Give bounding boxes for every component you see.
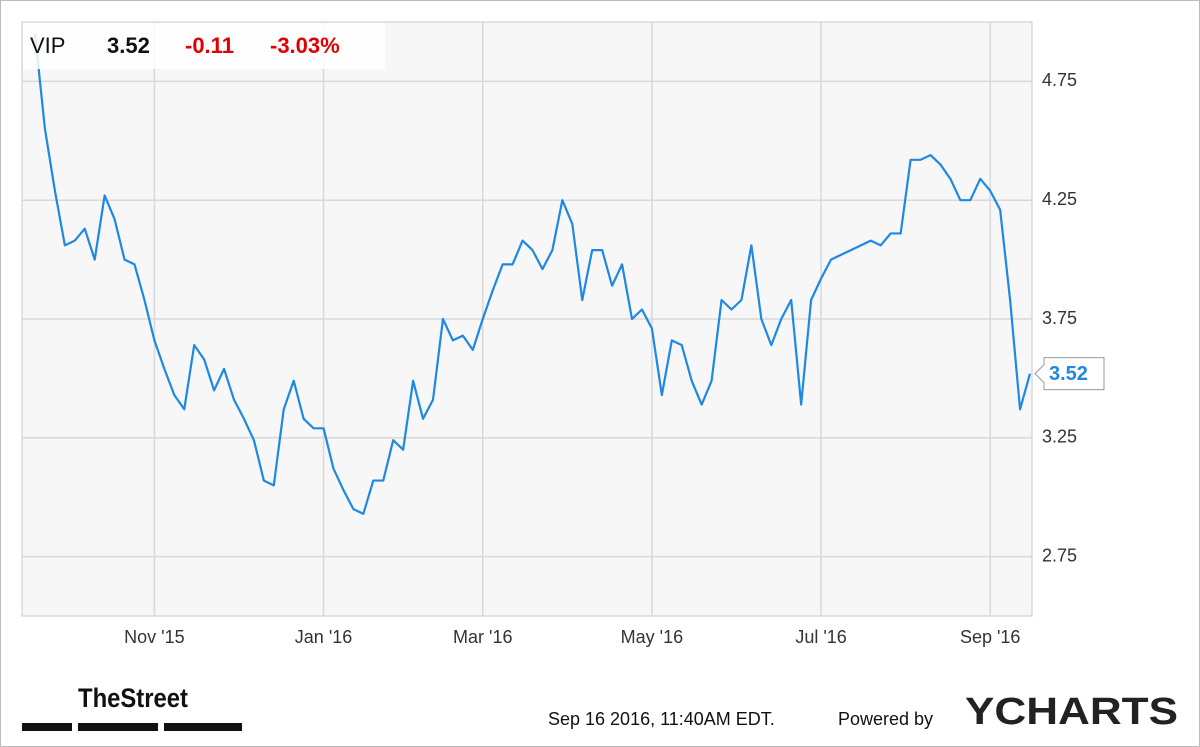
change: -0.11 xyxy=(185,33,234,58)
timestamp: Sep 16 2016, 11:40AM EDT. xyxy=(548,709,775,729)
logo-bar xyxy=(164,723,242,731)
series xyxy=(33,33,1032,515)
y-tick-label: 3.25 xyxy=(1042,427,1077,447)
logo-bar xyxy=(78,723,158,731)
x-tick-label: Sep '16 xyxy=(960,627,1021,647)
ticker: VIP xyxy=(30,33,65,58)
logo-bar xyxy=(22,723,72,731)
header-box xyxy=(23,23,385,69)
x-tick-label: Jan '16 xyxy=(295,627,352,647)
grid xyxy=(22,22,1032,616)
brand: YCHARTS xyxy=(965,691,1178,733)
y-tick-label: 4.25 xyxy=(1042,189,1077,209)
last-price: 3.52 xyxy=(107,33,150,58)
x-tick-label: Mar '16 xyxy=(453,627,512,647)
x-tick-label: May '16 xyxy=(621,627,683,647)
last-value-label: 3.52 xyxy=(1049,363,1088,385)
price-line xyxy=(33,33,1032,515)
last-value-box xyxy=(1034,357,1105,391)
y-tick-label: 2.75 xyxy=(1042,545,1077,565)
x-tick-label: Nov '15 xyxy=(124,627,184,647)
axes: 2.75 3.25 3.75 4.25 4.75 Nov '15 Jan '16 Mar '1… xyxy=(124,70,1105,647)
y-tick-label: 4.75 xyxy=(1042,70,1077,90)
x-tick-label: Jul '16 xyxy=(795,627,846,647)
powered-by: Powered by xyxy=(838,709,933,729)
y-tick-label: 3.75 xyxy=(1042,308,1077,328)
source-logo: TheStreet xyxy=(78,683,188,713)
change-percent: -3.03% xyxy=(270,33,340,58)
